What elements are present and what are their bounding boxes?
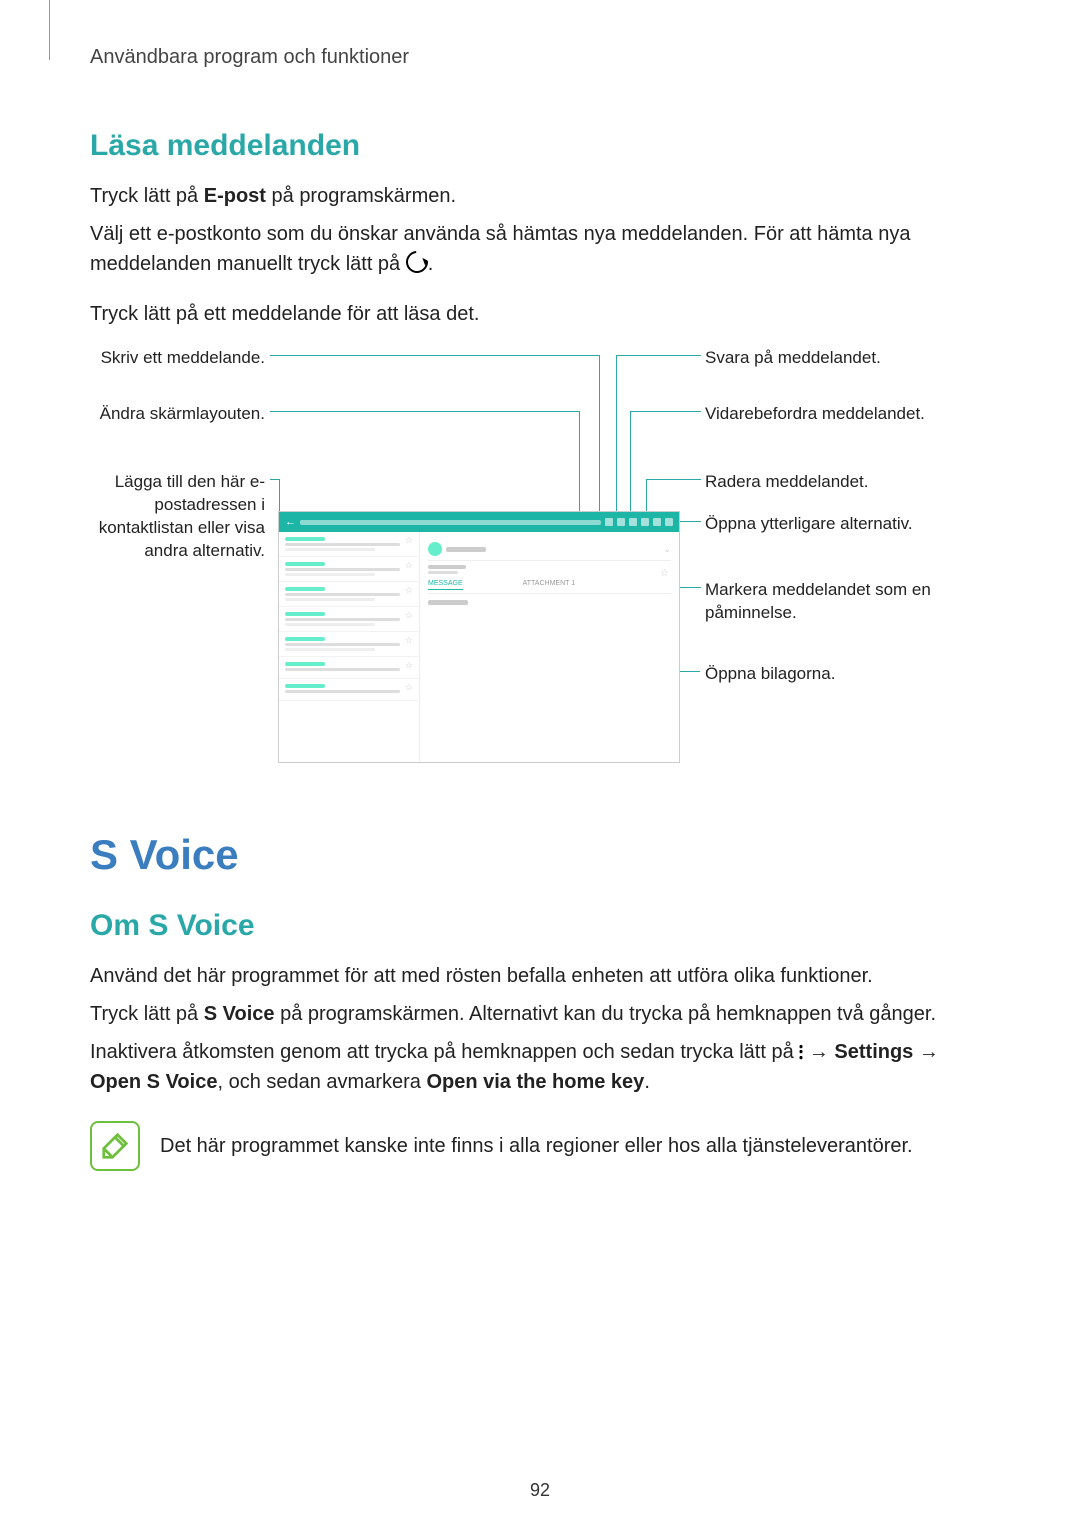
toolbar-icon [629,518,637,526]
callout-attachments: Öppna bilagorna. [705,663,835,686]
toolbar-icon [641,518,649,526]
text: på programskärmen. [266,185,456,207]
callout-add-contact: Lägga till den här e-postadressen i kont… [90,471,265,563]
margin-rule [49,0,50,60]
leader [270,355,600,356]
list-item: ☆ [279,557,419,582]
page-number: 92 [0,1480,1080,1501]
callout-reminder: Markera meddelandet som en påminnelse. [705,579,990,625]
note-box: Det här programmet kanske inte finns i a… [90,1121,990,1171]
text: → [803,1041,834,1063]
para-svoice-launch: Tryck lätt på S Voice på programskärmen.… [90,999,990,1029]
list-item: ☆ [279,582,419,607]
breadcrumb: Användbara program och funktioner [90,46,990,69]
leader [579,411,580,519]
text: Inaktivera åtkomsten genom att trycka på… [90,1041,799,1063]
callout-layout: Ändra skärmlayouten. [90,403,265,426]
chevron-down-icon: ⌄ [663,544,671,555]
text: på programskärmen. Alternativt kan du tr… [275,1003,936,1025]
message-list: ☆ ☆ ☆ ☆ ☆ ☆ ☆ [279,532,420,762]
list-item: ☆ [279,632,419,657]
account-title-placeholder [300,520,601,525]
callout-reply: Svara på meddelandet. [705,347,881,370]
para-epost: Tryck lätt på E-post på programskärmen. [90,181,990,211]
toolbar-icon [665,518,673,526]
tab-message: MESSAGE [428,580,463,590]
callout-forward: Vidarebefordra meddelandet. [705,403,925,426]
text: → [913,1041,939,1063]
heading-s-voice: S Voice [90,831,990,879]
toolbar-icon [605,518,613,526]
para-select-account: Välj ett e-postkonto som du önskar använ… [90,219,990,279]
text: Tryck lätt på [90,1003,204,1025]
bold-settings: Settings [834,1041,913,1063]
email-diagram: Skriv ett meddelande. Ändra skärmlayoute… [90,341,990,771]
list-item: ☆ [279,657,419,679]
avatar [428,542,442,556]
text: . [644,1071,650,1093]
text: , och sedan avmarkera [217,1071,426,1093]
list-item: ☆ [279,607,419,632]
text: Välj ett e-postkonto som du önskar använ… [90,223,910,275]
tab-attachment: ATTACHMENT 1 [523,580,576,590]
toolbar-icon [653,518,661,526]
leader [630,411,701,412]
para-tap-message: Tryck lätt på ett meddelande för att läs… [90,299,990,329]
leader [599,355,600,519]
bold-open-svoice: Open S Voice [90,1071,217,1093]
callout-more: Öppna ytterligare alternativ. [705,513,913,536]
toolbar-icon [617,518,625,526]
message-view: ⌄ ☆ MESSAGE ATTACHMENT 1 [420,532,679,762]
screenshot-toolbar: ← [279,512,679,532]
list-item: ☆ [279,532,419,557]
list-item: ☆ [279,679,419,701]
bold-svoice: S Voice [204,1003,275,1025]
leader [616,355,617,519]
leader [630,411,631,519]
para-svoice-intro: Använd det här programmet för att med rö… [90,961,990,991]
heading-about-s-voice: Om S Voice [90,909,990,943]
leader [646,479,701,480]
email-screenshot: ← ☆ ☆ ☆ ☆ ☆ ☆ ☆ [278,511,680,763]
text: Tryck lätt på [90,185,204,207]
back-icon: ← [285,516,296,528]
bold-epost: E-post [204,185,266,207]
heading-read-messages: Läsa meddelanden [90,129,990,163]
note-icon [90,1121,140,1171]
callout-delete: Radera meddelandet. [705,471,869,494]
leader [270,411,580,412]
leader [616,355,701,356]
bold-open-via-home: Open via the home key [426,1071,644,1093]
star-icon: ☆ [660,568,669,579]
callout-compose: Skriv ett meddelande. [90,347,265,370]
note-text: Det här programmet kanske inte finns i a… [160,1131,913,1161]
para-svoice-disable: Inaktivera åtkomsten genom att trycka på… [90,1037,990,1097]
